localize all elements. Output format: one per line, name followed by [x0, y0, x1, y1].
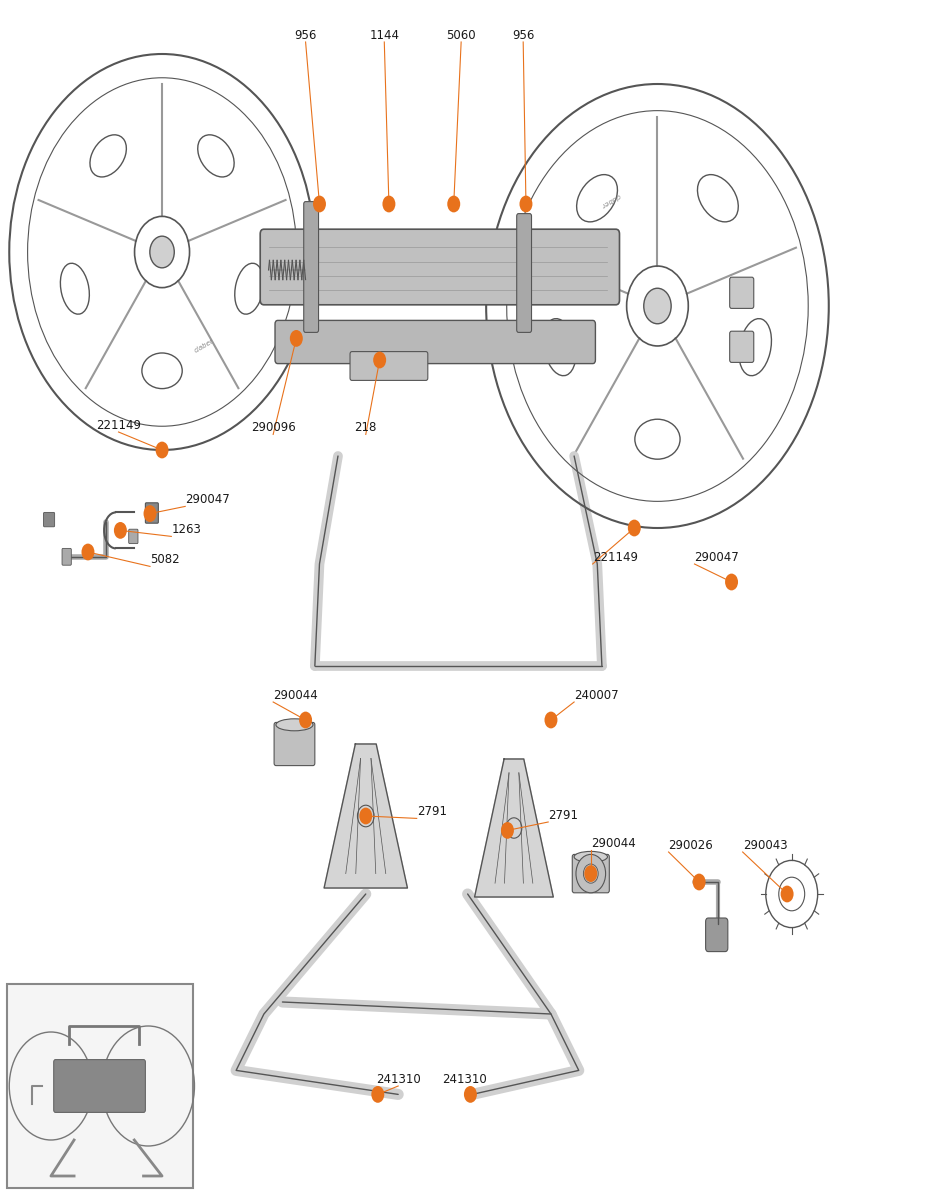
Circle shape [781, 886, 794, 902]
Text: claber: claber [194, 338, 215, 354]
Circle shape [114, 522, 127, 539]
Circle shape [313, 196, 326, 212]
Text: 5060: 5060 [446, 29, 476, 42]
FancyBboxPatch shape [260, 229, 619, 305]
Text: 221149: 221149 [593, 551, 638, 564]
Text: 290044: 290044 [591, 836, 635, 850]
Text: 290043: 290043 [743, 839, 787, 852]
Text: 1144: 1144 [369, 29, 399, 42]
Circle shape [447, 196, 460, 212]
Polygon shape [475, 758, 554, 898]
FancyBboxPatch shape [145, 503, 158, 523]
Circle shape [725, 574, 738, 590]
FancyBboxPatch shape [7, 984, 193, 1188]
Circle shape [81, 544, 94, 560]
Circle shape [464, 1086, 477, 1103]
FancyBboxPatch shape [730, 277, 754, 308]
Text: 956: 956 [294, 29, 317, 42]
Text: 290026: 290026 [669, 839, 713, 852]
Ellipse shape [276, 719, 313, 731]
Text: 240007: 240007 [574, 689, 619, 702]
Circle shape [628, 520, 641, 536]
Ellipse shape [574, 852, 607, 862]
Circle shape [371, 1086, 384, 1103]
FancyBboxPatch shape [706, 918, 728, 952]
Circle shape [156, 442, 169, 458]
Text: 290047: 290047 [694, 551, 739, 564]
FancyBboxPatch shape [517, 214, 532, 332]
Circle shape [144, 505, 156, 522]
FancyBboxPatch shape [62, 548, 71, 565]
FancyBboxPatch shape [274, 722, 315, 766]
Text: claber: claber [599, 192, 621, 209]
Circle shape [150, 236, 174, 268]
FancyBboxPatch shape [54, 1060, 145, 1112]
Text: 290096: 290096 [251, 421, 295, 434]
FancyBboxPatch shape [572, 854, 609, 893]
FancyBboxPatch shape [44, 512, 55, 527]
Text: 290044: 290044 [273, 689, 318, 702]
Circle shape [576, 854, 606, 893]
Text: 221149: 221149 [96, 419, 141, 432]
Circle shape [299, 712, 312, 728]
FancyBboxPatch shape [730, 331, 754, 362]
Circle shape [584, 865, 597, 882]
Text: 1263: 1263 [171, 523, 201, 536]
Text: 241310: 241310 [443, 1073, 487, 1086]
Circle shape [382, 196, 395, 212]
Circle shape [373, 352, 386, 368]
Circle shape [519, 196, 532, 212]
Circle shape [544, 712, 557, 728]
Text: 290047: 290047 [185, 493, 230, 506]
FancyBboxPatch shape [275, 320, 595, 364]
Text: 241310: 241310 [376, 1073, 420, 1086]
Circle shape [644, 288, 671, 324]
Text: 2791: 2791 [417, 805, 446, 818]
Circle shape [290, 330, 303, 347]
Circle shape [693, 874, 706, 890]
Circle shape [501, 822, 514, 839]
Text: 218: 218 [355, 421, 377, 434]
FancyBboxPatch shape [350, 352, 428, 380]
FancyBboxPatch shape [304, 202, 319, 332]
FancyBboxPatch shape [129, 529, 138, 544]
Text: 5082: 5082 [150, 553, 180, 566]
Polygon shape [324, 744, 407, 888]
Text: 2791: 2791 [548, 809, 578, 822]
Circle shape [359, 808, 372, 824]
Text: 956: 956 [512, 29, 534, 42]
